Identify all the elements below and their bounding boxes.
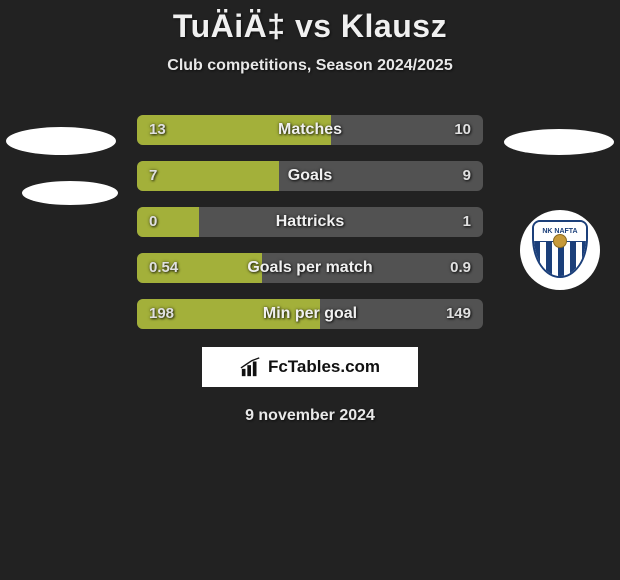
stat-right-value: 0.9	[450, 253, 471, 283]
stat-right-value: 9	[463, 161, 471, 191]
stat-label: Matches	[137, 115, 483, 145]
stat-right-value: 10	[454, 115, 471, 145]
stat-row: 13Matches10	[137, 115, 483, 145]
crest-ball-icon	[553, 234, 567, 248]
watermark-box: FcTables.com	[202, 347, 418, 387]
date-label: 9 november 2024	[0, 407, 620, 425]
stat-label: Hattricks	[137, 207, 483, 237]
stat-label: Min per goal	[137, 299, 483, 329]
watermark-text: FcTables.com	[268, 357, 380, 377]
page-subtitle: Club competitions, Season 2024/2025	[0, 57, 620, 75]
right-team-logo: NK NAFTA	[520, 210, 600, 290]
left-team-mark-2	[22, 181, 118, 205]
stat-row: 198Min per goal149	[137, 299, 483, 329]
right-team-mark-1	[504, 129, 614, 155]
stat-label: Goals per match	[137, 253, 483, 283]
stat-row: 7Goals9	[137, 161, 483, 191]
stat-label: Goals	[137, 161, 483, 191]
page-title: TuÄiÄ‡ vs Klausz	[0, 0, 620, 45]
crest-shield-icon: NK NAFTA	[532, 220, 588, 278]
stat-row: 0.54Goals per match0.9	[137, 253, 483, 283]
stat-bars: 13Matches10 7Goals9 0Hattricks1 0.54Goals p…	[137, 115, 483, 329]
left-team-mark-1	[6, 127, 116, 155]
stat-right-value: 149	[446, 299, 471, 329]
stat-row: 0Hattricks1	[137, 207, 483, 237]
chart-bars-icon	[240, 356, 262, 378]
stat-right-value: 1	[463, 207, 471, 237]
comparison-block: NK NAFTA 13Matches10 7Goals9 0Hattricks1 0.…	[0, 115, 620, 329]
